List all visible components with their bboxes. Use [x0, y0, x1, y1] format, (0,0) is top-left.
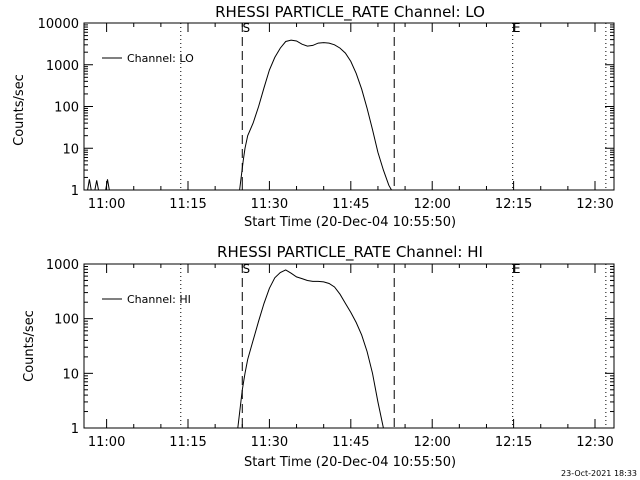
x-tick-label: 12:15	[495, 197, 532, 212]
x-tick-label: 11:15	[169, 197, 206, 212]
x-axis-label: Start Time (20-Dec-04 10:55:50)	[244, 215, 456, 230]
x-tick-label: 11:45	[332, 435, 369, 450]
y-tick-label: 1000	[46, 59, 79, 74]
x-tick-label: 11:45	[332, 197, 369, 212]
x-tick-label: 11:15	[169, 435, 206, 450]
x-axis-label: Start Time (20-Dec-04 10:55:50)	[244, 455, 456, 470]
series-line	[237, 269, 384, 429]
time-marker-label: S	[242, 21, 250, 35]
x-tick-label: 12:15	[495, 435, 532, 450]
plot-frame	[83, 263, 615, 429]
x-tick-label: 11:00	[88, 435, 125, 450]
x-tick-label: 11:30	[251, 435, 288, 450]
hi-channel-panel: RHESSI PARTICLE_RATE Channel: HI Start T…	[22, 243, 615, 470]
time-marker-label: E	[513, 262, 521, 276]
x-tick-label: 12:00	[413, 197, 450, 212]
chart-title: RHESSI PARTICLE_RATE Channel: HI	[217, 243, 483, 262]
plot-frame	[83, 22, 615, 191]
legend-label: Channel: LO	[127, 52, 194, 65]
lo-channel-panel: RHESSI PARTICLE_RATE Channel: LO Start T…	[12, 3, 615, 230]
chart-title: RHESSI PARTICLE_RATE Channel: LO	[215, 3, 485, 22]
x-tick-label: 11:00	[88, 197, 125, 212]
y-tick-label: 1	[71, 184, 79, 199]
footer-timestamp: 23-Oct-2021 18:33	[561, 469, 637, 478]
y-tick-label: 10	[62, 367, 79, 382]
y-tick-label: 10	[62, 142, 79, 157]
x-tick-label: 12:30	[576, 435, 613, 450]
time-marker-label: E	[513, 21, 521, 35]
y-axis-label: Counts/sec	[12, 74, 27, 146]
y-tick-label: 1000	[46, 258, 79, 273]
y-tick-label: 100	[54, 313, 79, 328]
time-marker-label: S	[242, 262, 250, 276]
y-tick-label: 100	[54, 101, 79, 116]
y-axis-label: Counts/sec	[22, 310, 37, 382]
x-tick-label: 12:30	[576, 197, 613, 212]
y-tick-label: 10000	[38, 17, 79, 32]
y-tick-label: 1	[71, 422, 79, 437]
legend-label: Channel: HI	[127, 293, 191, 306]
x-tick-label: 12:00	[413, 435, 450, 450]
x-tick-label: 11:30	[251, 197, 288, 212]
